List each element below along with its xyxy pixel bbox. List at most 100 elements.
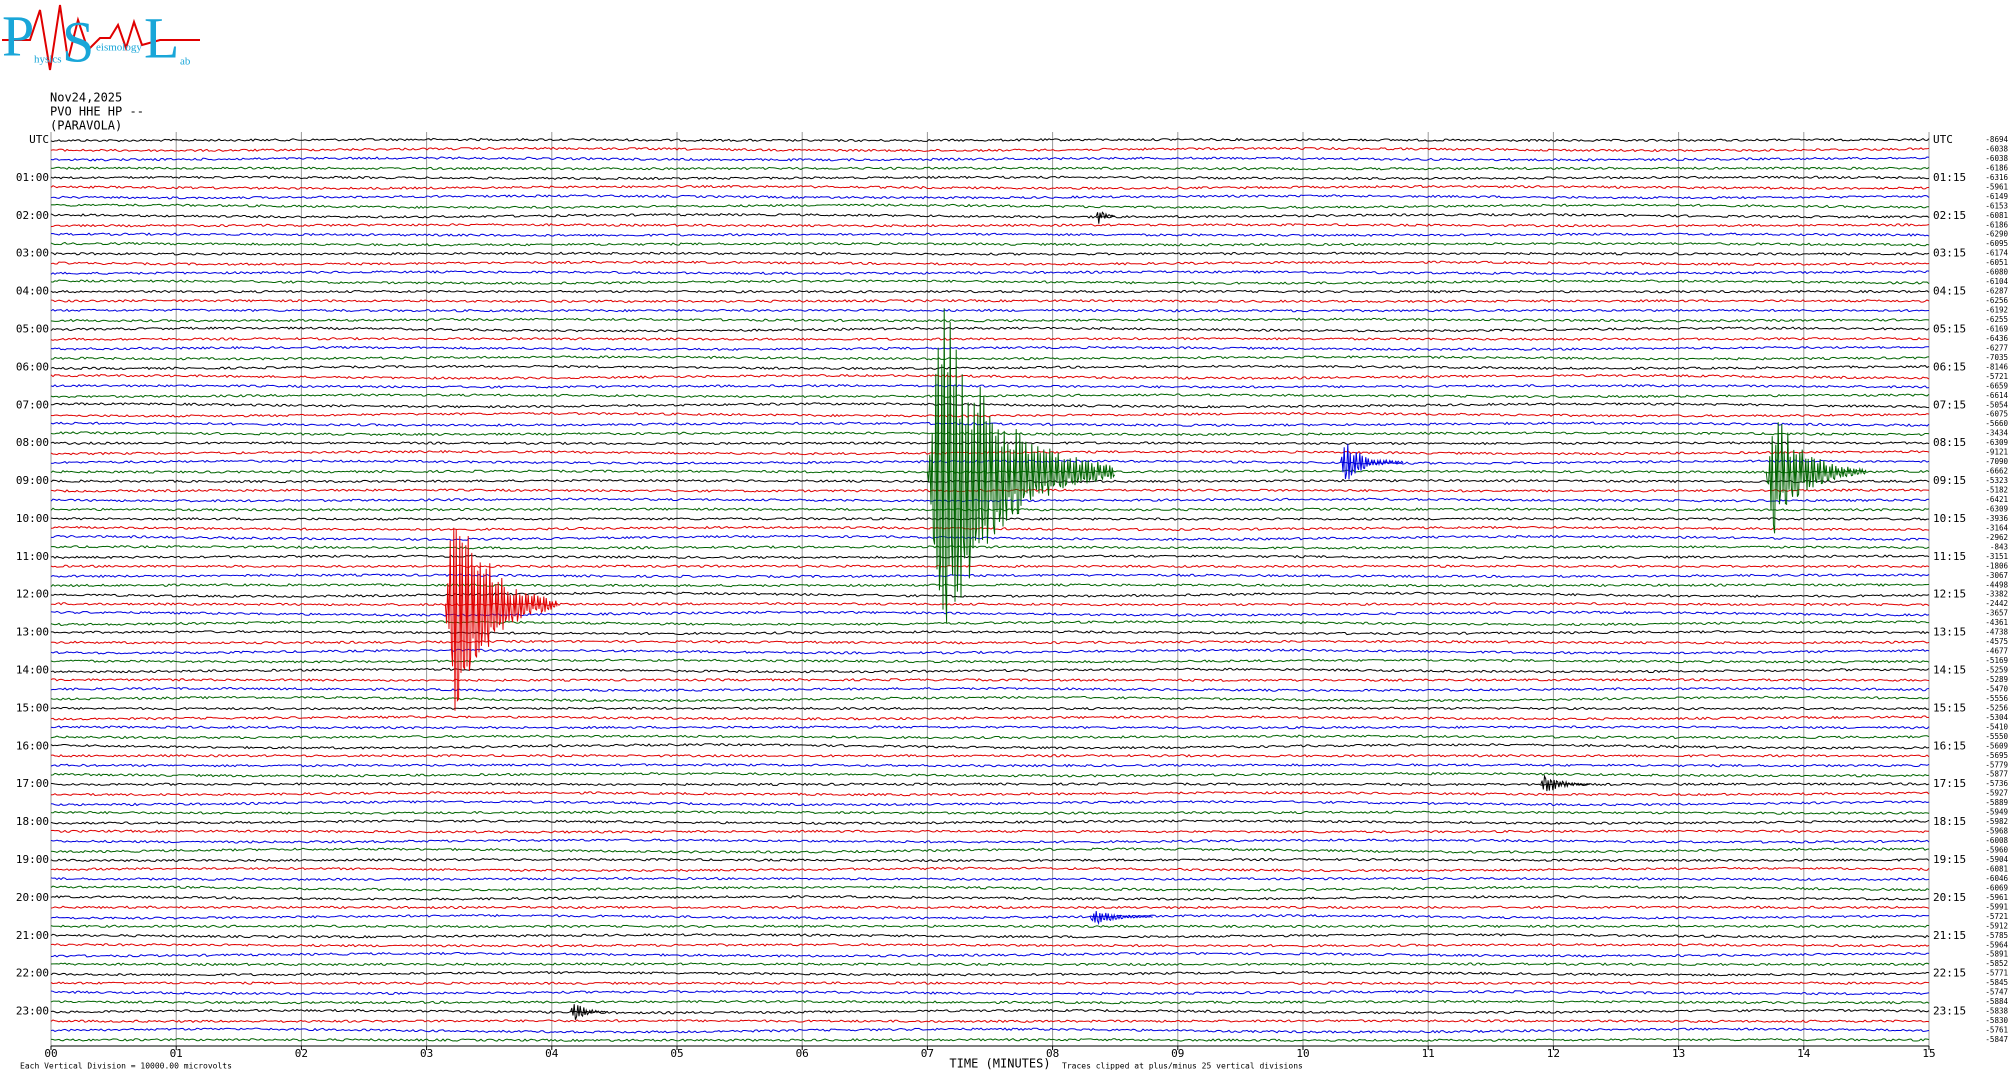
- row-label: 17:00: [16, 777, 49, 790]
- row-offset: -6081: [1985, 211, 2008, 220]
- row-offset: -5660: [1985, 419, 2008, 428]
- row-offset: -5182: [1985, 486, 2008, 495]
- trace: [50, 411, 1930, 418]
- row-offset: -5289: [1985, 675, 2008, 684]
- row-offset: -5747: [1985, 988, 2008, 997]
- trace: [50, 763, 1930, 768]
- row-offset: -6192: [1985, 306, 2008, 315]
- row-offset: -5982: [1985, 817, 2008, 826]
- row-offset: -5761: [1985, 1026, 2008, 1035]
- row-label: 22:15: [1933, 967, 1966, 980]
- row-label: UTC: [29, 133, 49, 146]
- row-offset: -5891: [1985, 950, 2008, 959]
- row-label: 23:15: [1933, 1005, 1966, 1018]
- x-tick-label: 03: [420, 1047, 433, 1060]
- footer-note: Traces clipped at plus/minus 25 vertical…: [1062, 1062, 1303, 1071]
- trace: [50, 800, 1930, 807]
- trace: [50, 279, 1930, 285]
- trace: [50, 326, 1930, 333]
- row-label: 01:15: [1933, 171, 1966, 184]
- x-tick-label: 11: [1422, 1047, 1435, 1060]
- row-offset: -9121: [1985, 448, 2008, 457]
- row-label: 12:15: [1933, 588, 1966, 601]
- trace: [50, 1038, 1930, 1043]
- row-offset: -5949: [1985, 808, 2008, 817]
- row-offset: -4677: [1985, 647, 2008, 656]
- row-offset: -3164: [1985, 523, 2008, 532]
- logo-word: hysics: [34, 54, 62, 66]
- row-offset: -5470: [1985, 684, 2008, 693]
- row-offset: -5991: [1985, 902, 2008, 911]
- trace: [50, 857, 1930, 863]
- row-offset: -6309: [1985, 504, 2008, 513]
- row-label: 11:15: [1933, 550, 1966, 563]
- trace: [50, 810, 1930, 815]
- trace: [50, 838, 1930, 844]
- logo-word: ab: [180, 56, 191, 68]
- row-label: 12:00: [16, 588, 49, 601]
- row-offset: -6149: [1985, 192, 2008, 201]
- row-label: 02:00: [16, 209, 49, 222]
- row-offset: -6290: [1985, 230, 2008, 239]
- trace: [50, 289, 1930, 294]
- trace: [50, 373, 1930, 380]
- row-offset: -6080: [1985, 268, 2008, 277]
- row-offset: -5964: [1985, 940, 2008, 949]
- x-tick-label: 00: [44, 1047, 57, 1060]
- x-tick-label: 08: [1046, 1047, 1059, 1060]
- trace: [50, 970, 1930, 977]
- row-offset: -3657: [1985, 609, 2008, 618]
- trace: [50, 772, 1930, 778]
- x-tick-label: 15: [1922, 1047, 1935, 1060]
- trace: [50, 610, 1930, 617]
- trace: [50, 706, 1930, 711]
- row-offset: -7035: [1985, 353, 2008, 362]
- trace: [50, 639, 1930, 645]
- row-offset: -4361: [1985, 618, 2008, 627]
- trace: [50, 866, 1930, 873]
- trace: [50, 686, 1930, 693]
- trace: [50, 1008, 1930, 1015]
- row-label: 22:00: [16, 967, 49, 980]
- trace: [50, 554, 1930, 560]
- trace: [50, 695, 1930, 703]
- row-offset: -5847: [1985, 1035, 2008, 1044]
- row-offset: -5852: [1985, 959, 2008, 968]
- trace: [50, 734, 1930, 740]
- row-offset: -6095: [1985, 239, 2008, 248]
- row-label: 08:15: [1933, 436, 1966, 449]
- trace: [50, 743, 1930, 750]
- row-offset: -6256: [1985, 296, 2008, 305]
- row-offset: -6287: [1985, 287, 2008, 296]
- x-tick-label: 02: [295, 1047, 308, 1060]
- row-offset: -5884: [1985, 997, 2008, 1006]
- trace: [50, 345, 1930, 351]
- row-offset: -8146: [1985, 362, 2008, 371]
- row-label: 04:15: [1933, 285, 1966, 298]
- trace: [50, 336, 1930, 341]
- event: [1765, 422, 1867, 534]
- row-label: 23:00: [16, 1005, 49, 1018]
- x-tick-label: 10: [1296, 1047, 1309, 1060]
- trace: [50, 829, 1929, 834]
- row-label: 20:00: [16, 891, 49, 904]
- trace: [50, 525, 1930, 532]
- row-offset: -6662: [1985, 467, 2008, 476]
- row-offset: -6255: [1985, 315, 2008, 324]
- row-offset: -6186: [1985, 220, 2008, 229]
- row-offset: -5256: [1985, 703, 2008, 712]
- trace: [50, 564, 1930, 569]
- x-tick-label: 04: [545, 1047, 559, 1060]
- trace: [50, 166, 1930, 171]
- row-offset: -3434: [1985, 429, 2008, 438]
- trace: [50, 905, 1930, 910]
- row-label: 15:00: [16, 701, 49, 714]
- trace: [50, 175, 1930, 181]
- row-offset: -843: [1990, 542, 2008, 551]
- x-tick-label: 07: [921, 1047, 934, 1060]
- trace: [50, 913, 1930, 920]
- logo-word: eismology: [96, 42, 142, 54]
- trace: [50, 658, 1930, 664]
- row-offset: -4738: [1985, 628, 2008, 637]
